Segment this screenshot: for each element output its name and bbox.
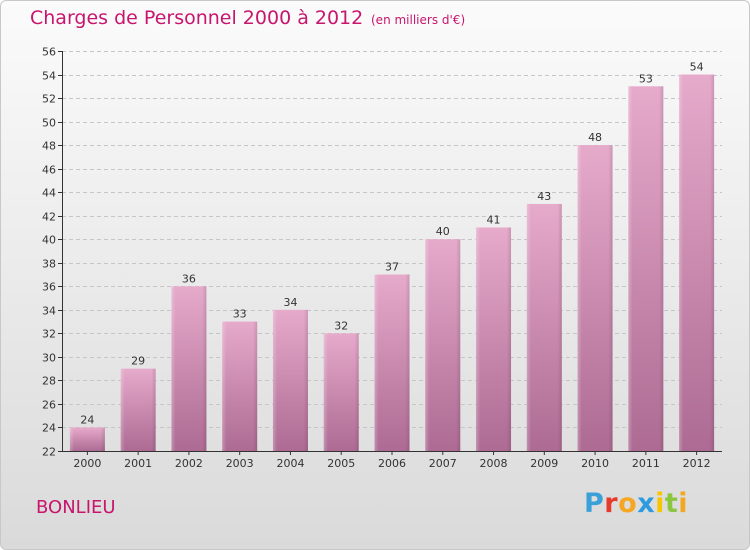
y-tick-label: 46 [42, 164, 56, 177]
data-label-2012: 54 [690, 61, 704, 74]
y-tick-label: 38 [42, 258, 56, 271]
y-tick-label: 52 [42, 93, 56, 106]
x-tick-label-2011: 2011 [632, 457, 660, 470]
data-label-2009: 43 [537, 190, 551, 203]
bar-shading-2011 [628, 86, 664, 451]
bars: 24 29 36 33 34 32 37 40 41 43 48 53 54 [69, 61, 715, 451]
y-tick-label: 24 [42, 422, 56, 435]
bar-shading-2000 [69, 427, 105, 451]
proxiti-logo[interactable]: Proxiti [584, 488, 688, 519]
data-label-2001: 29 [131, 355, 145, 368]
x-tick-label-2007: 2007 [429, 457, 457, 470]
y-tick-label: 34 [42, 305, 56, 318]
y-tick-label: 44 [42, 187, 56, 200]
y-tick-label: 28 [42, 375, 56, 388]
x-tick-label-2004: 2004 [276, 457, 304, 470]
y-tick-label: 30 [42, 352, 56, 365]
y-tick-label: 22 [42, 446, 56, 459]
data-label-2006: 37 [385, 261, 399, 274]
x-tick-label-2003: 2003 [226, 457, 254, 470]
bar-shading-2006 [374, 274, 410, 451]
bar-shading-2005 [323, 333, 359, 451]
bar-shading-2002 [171, 286, 207, 451]
logo-letter: P [584, 488, 605, 519]
y-tick-label: 40 [42, 234, 56, 247]
chart-title: Charges de Personnel 2000 à 2012 [30, 7, 364, 29]
data-label-2007: 40 [436, 225, 450, 238]
data-label-2000: 24 [80, 413, 94, 426]
x-tick-label-2005: 2005 [327, 457, 355, 470]
bar-shading-2007 [425, 239, 461, 451]
bar-shading-2010 [577, 145, 613, 451]
x-tick-label-2010: 2010 [581, 457, 609, 470]
x-tick-label-2000: 2000 [73, 457, 101, 470]
bar-shading-2001 [120, 368, 156, 451]
data-label-2002: 36 [182, 272, 196, 285]
x-tick-label-2008: 2008 [480, 457, 508, 470]
x-tick-label-2002: 2002 [175, 457, 203, 470]
bar-shading-2004 [272, 309, 308, 451]
axes: 22 24 26 28 30 32 34 36 38 40 42 44 46 48 50 52 54 56 2000… [42, 46, 722, 470]
commune-name: BONLIEU [36, 497, 116, 518]
data-label-2010: 48 [588, 131, 602, 144]
data-label-2004: 34 [283, 296, 297, 309]
data-label-2003: 33 [233, 308, 247, 321]
y-tick-label: 26 [42, 399, 56, 412]
x-tick-label-2012: 2012 [683, 457, 711, 470]
data-label-2008: 41 [487, 213, 501, 226]
logo-letter: r [604, 488, 619, 519]
y-tick-label: 54 [42, 70, 56, 83]
x-tick-label-2001: 2001 [124, 457, 152, 470]
bar-shading-2012 [679, 74, 715, 451]
y-tick-label: 32 [42, 328, 56, 341]
y-tick-label: 48 [42, 140, 56, 153]
bar-shading-2009 [526, 203, 562, 451]
bar-shading-2008 [476, 227, 512, 451]
logo-letter: x [637, 488, 656, 519]
bar-shading-2003 [222, 321, 258, 451]
chart-subtitle: (en milliers d'€) [371, 13, 466, 27]
y-tick-label: 36 [42, 281, 56, 294]
logo-letter: o [618, 488, 638, 519]
logo-letter: t [664, 488, 679, 519]
logo-letter: i [678, 488, 689, 519]
data-label-2005: 32 [334, 319, 348, 332]
data-label-2011: 53 [639, 72, 653, 85]
y-tick-label: 42 [42, 211, 56, 224]
y-tick-label: 56 [42, 46, 56, 59]
x-tick-label-2006: 2006 [378, 457, 406, 470]
y-tick-label: 50 [42, 117, 56, 130]
x-tick-label-2009: 2009 [530, 457, 558, 470]
logo-letter: i [655, 488, 665, 519]
